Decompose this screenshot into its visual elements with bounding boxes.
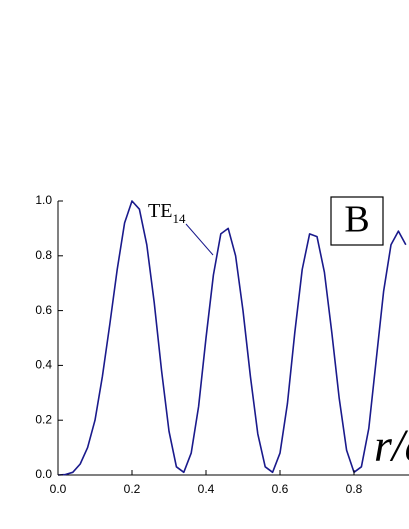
- x-tick-label: 0.4: [198, 482, 215, 496]
- annotation-text: TE: [148, 200, 172, 222]
- y-tick-label: 1.0: [35, 193, 52, 207]
- y-tick-label: 0.0: [35, 467, 52, 481]
- panel-box: [330, 196, 384, 246]
- x-axis-label: r/a: [374, 420, 409, 471]
- annotation: TE14: [148, 200, 186, 226]
- annotation-sub: 14: [172, 211, 186, 226]
- panel-label: B: [344, 199, 369, 241]
- x-tick-label: 0.8: [346, 482, 363, 496]
- y-tick-label: 0.8: [35, 248, 52, 262]
- y-tick-label: 0.6: [35, 303, 52, 317]
- y-tick-label: 0.4: [35, 358, 52, 372]
- x-tick-label: 0.2: [124, 482, 141, 496]
- y-tick-label: 0.2: [35, 412, 52, 426]
- x-tick-label: 0.0: [50, 482, 67, 496]
- data-line: [57, 200, 407, 476]
- annotation-arrow: [185, 223, 214, 256]
- x-tick-label: 0.6: [272, 482, 289, 496]
